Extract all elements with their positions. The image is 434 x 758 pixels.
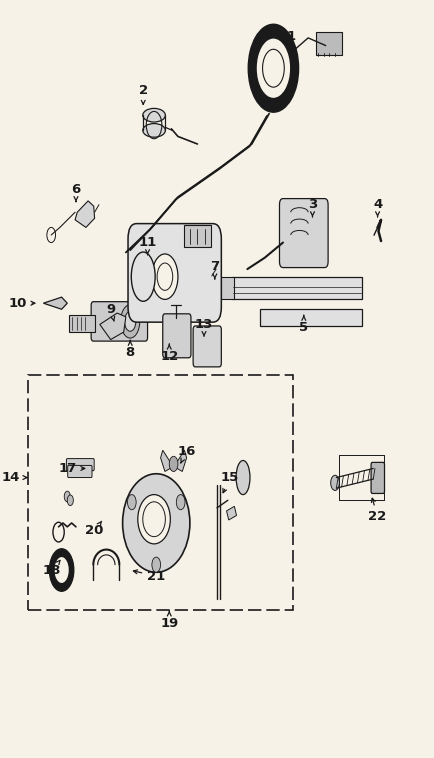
FancyBboxPatch shape: [279, 199, 328, 268]
Polygon shape: [161, 450, 171, 471]
Text: 10: 10: [8, 296, 35, 310]
Bar: [69, 315, 95, 332]
Polygon shape: [176, 450, 187, 471]
FancyBboxPatch shape: [66, 459, 94, 471]
Circle shape: [331, 475, 339, 490]
Text: 4: 4: [373, 198, 382, 217]
Bar: [28, 375, 293, 610]
Text: 15: 15: [221, 471, 239, 493]
Circle shape: [121, 305, 140, 338]
Polygon shape: [43, 297, 67, 309]
Polygon shape: [227, 506, 237, 520]
Bar: [260, 309, 362, 326]
Text: 14: 14: [2, 471, 27, 484]
Ellipse shape: [236, 461, 250, 495]
Polygon shape: [75, 201, 95, 227]
Bar: [199, 271, 212, 288]
FancyBboxPatch shape: [217, 277, 234, 299]
FancyBboxPatch shape: [316, 32, 342, 55]
Text: 20: 20: [85, 522, 104, 537]
Text: 1: 1: [286, 30, 296, 49]
FancyBboxPatch shape: [68, 465, 92, 478]
Text: 17: 17: [58, 462, 85, 475]
Text: 18: 18: [43, 560, 61, 577]
FancyBboxPatch shape: [163, 314, 191, 358]
Text: 3: 3: [308, 198, 317, 217]
Circle shape: [176, 494, 185, 509]
Circle shape: [64, 491, 70, 502]
Ellipse shape: [122, 474, 190, 572]
FancyBboxPatch shape: [91, 302, 148, 341]
Ellipse shape: [143, 124, 165, 137]
Text: 12: 12: [160, 344, 178, 363]
Text: 16: 16: [178, 444, 196, 463]
FancyBboxPatch shape: [193, 326, 221, 367]
Text: 22: 22: [368, 498, 387, 524]
Circle shape: [125, 312, 136, 331]
Bar: [232, 277, 362, 299]
Text: 8: 8: [125, 340, 135, 359]
Text: 11: 11: [138, 236, 157, 255]
Text: 19: 19: [160, 611, 178, 630]
Polygon shape: [100, 313, 126, 340]
Circle shape: [128, 494, 136, 509]
Circle shape: [67, 495, 73, 506]
Text: 21: 21: [133, 569, 165, 583]
Text: 6: 6: [71, 183, 81, 202]
FancyBboxPatch shape: [128, 224, 221, 322]
FancyBboxPatch shape: [371, 462, 385, 493]
Text: 2: 2: [138, 84, 148, 104]
Ellipse shape: [138, 494, 170, 544]
Ellipse shape: [131, 252, 155, 302]
Text: 9: 9: [106, 302, 115, 321]
Ellipse shape: [143, 108, 165, 122]
Text: 7: 7: [210, 260, 220, 279]
FancyBboxPatch shape: [184, 225, 211, 247]
Circle shape: [152, 254, 178, 299]
Circle shape: [169, 456, 178, 471]
Text: 5: 5: [299, 315, 309, 334]
Circle shape: [152, 557, 161, 572]
Text: 13: 13: [195, 318, 213, 337]
